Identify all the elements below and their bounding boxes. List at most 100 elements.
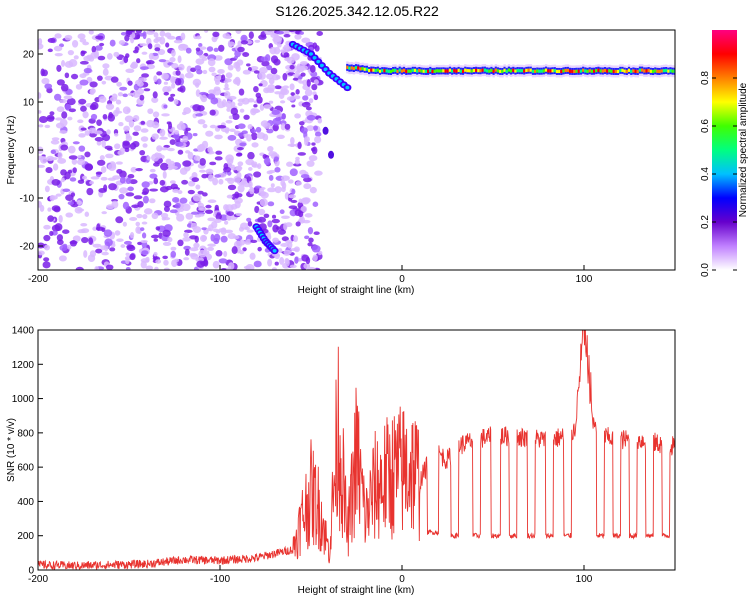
spectrogram-noise-blob — [304, 137, 309, 146]
spectrogram-noise-blob — [282, 73, 288, 81]
spectrogram-tone-core — [505, 69, 509, 73]
spectrogram-noise-blob — [222, 33, 231, 39]
spectrogram-x-tick-label: -100 — [210, 274, 230, 285]
spectrogram-noise-blob — [119, 86, 128, 91]
spectrogram-noise-blob — [79, 60, 89, 65]
spectrogram-noise-blob — [86, 187, 94, 196]
spectrogram-noise-blob — [50, 139, 60, 145]
spectrogram-noise-blob — [283, 222, 288, 231]
spectrogram-noise-blob — [313, 94, 319, 101]
spectrogram-tone-core — [577, 69, 581, 73]
spectrogram-noise-blob — [250, 66, 259, 71]
spectrogram-noise-blob — [198, 43, 203, 48]
spectrogram-noise-blob — [305, 256, 311, 265]
spectrogram-noise-blob — [303, 263, 311, 270]
snr-x-label: Height of straight line (km) — [298, 585, 415, 596]
spectrogram-noise-blob — [192, 193, 202, 202]
spectrogram-noise-blob — [122, 141, 131, 150]
spectrogram-noise-blob — [44, 244, 50, 251]
spectrogram-noise-blob — [279, 257, 285, 265]
spectrogram-noise-blob — [55, 117, 63, 121]
spectrogram-noise-blob — [298, 198, 303, 203]
spectrogram-noise-blob — [67, 49, 75, 56]
spectrogram-marks — [38, 30, 675, 270]
spectrogram-noise-blob — [218, 228, 227, 233]
spectrogram-noise-blob — [108, 183, 117, 191]
spectrogram-noise-blob — [247, 151, 255, 160]
spectrogram-noise-blob — [225, 72, 233, 79]
spectrogram-noise-blob — [148, 52, 154, 60]
spectrogram-noise-blob — [147, 43, 153, 50]
spectrogram-noise-blob — [194, 65, 202, 71]
spectrogram-noise-blob — [77, 33, 86, 40]
snr-y-tick-label: 400 — [17, 497, 34, 508]
spectrogram-noise-blob — [267, 146, 274, 152]
spectrogram-noise-blob — [140, 239, 148, 244]
spectrogram-noise-blob — [179, 85, 186, 93]
spectrogram-noise-blob — [92, 226, 98, 231]
spectrogram-noise-blob — [153, 238, 158, 242]
spectrogram-tone-core — [457, 68, 460, 72]
spectrogram-tone-core — [418, 68, 421, 73]
spectrogram-noise-blob — [266, 128, 274, 134]
spectrogram-noise-blob — [275, 226, 281, 230]
spectrogram-noise-blob — [184, 248, 190, 256]
spectrogram-noise-blob — [198, 46, 207, 50]
spectrogram-noise-blob — [257, 163, 262, 170]
spectrogram-noise-blob — [134, 46, 139, 52]
spectrogram-tone-core — [479, 69, 482, 73]
spectrogram-noise-blob — [176, 213, 185, 222]
spectrogram-tone-core — [483, 68, 487, 72]
spectrogram-tone-core — [568, 69, 572, 73]
spectrogram-noise-blob — [284, 192, 290, 200]
spectrogram-noise-blob — [233, 175, 242, 183]
spectrogram-descending-track — [272, 249, 277, 253]
spectrogram-noise-blob — [294, 256, 299, 264]
spectrogram-noise-blob — [105, 264, 114, 270]
spectrogram-noise-blob — [211, 35, 218, 43]
spectrogram-noise-blob — [197, 119, 206, 125]
spectrogram-noise-blob — [100, 176, 108, 181]
spectrogram-tone-core — [475, 68, 478, 72]
spectrogram-noise-blob — [159, 186, 169, 193]
spectrogram-tone-core — [595, 69, 598, 73]
spectrogram-tone-core — [599, 69, 602, 73]
spectrogram-noise-blob — [227, 64, 234, 71]
spectrogram-noise-blob — [266, 170, 273, 175]
spectrogram-noise-blob — [256, 132, 266, 140]
spectrogram-noise-blob — [250, 239, 258, 244]
spectrogram-noise-blob — [259, 198, 268, 207]
spectrogram-noise-blob — [78, 145, 86, 152]
spectrogram-noise-blob — [313, 79, 319, 85]
spectrogram-noise-blob — [56, 79, 65, 86]
colorbar-ticks: 0.0 0.2 0.4 0.6 0.8 — [700, 71, 737, 277]
spectrogram-noise-blob — [60, 169, 67, 176]
spectrogram-noise-blob — [38, 110, 42, 114]
spectrogram-tone-core — [405, 69, 408, 74]
spectrogram-noise-blob — [274, 186, 282, 194]
spectrogram-noise-blob — [299, 65, 309, 71]
spectrogram-noise-blob — [140, 136, 149, 142]
spectrogram-noise-blob — [257, 216, 267, 223]
spectrogram-noise-blob — [54, 93, 62, 101]
spectrogram-noise-blob — [304, 88, 313, 97]
spectrogram-noise-blob — [118, 40, 126, 46]
spectrogram-noise-blob — [141, 51, 148, 55]
spectrogram-noise-blob — [192, 104, 201, 112]
spectrogram-noise-blob — [38, 164, 45, 168]
spectrogram-tone-core — [636, 69, 640, 74]
spectrogram-noise-blob — [237, 123, 246, 129]
spectrogram-noise-blob — [227, 262, 235, 270]
spectrogram-tone-core — [531, 69, 535, 73]
spectrogram-noise-blob — [136, 58, 141, 64]
spectrogram-noise-blob — [169, 209, 178, 214]
spectrogram-noise-blob — [187, 151, 194, 160]
spectrogram-noise-blob — [198, 213, 205, 217]
spectrogram-tone-core — [378, 69, 382, 73]
spectrogram-noise-blob — [165, 42, 170, 48]
spectrogram-noise-blob — [273, 156, 279, 162]
spectrogram-tone-core — [389, 69, 393, 74]
spectrogram-tone-core — [507, 68, 511, 72]
spectrogram-noise-blob — [235, 212, 243, 216]
spectrogram-noise-blob — [169, 56, 176, 63]
